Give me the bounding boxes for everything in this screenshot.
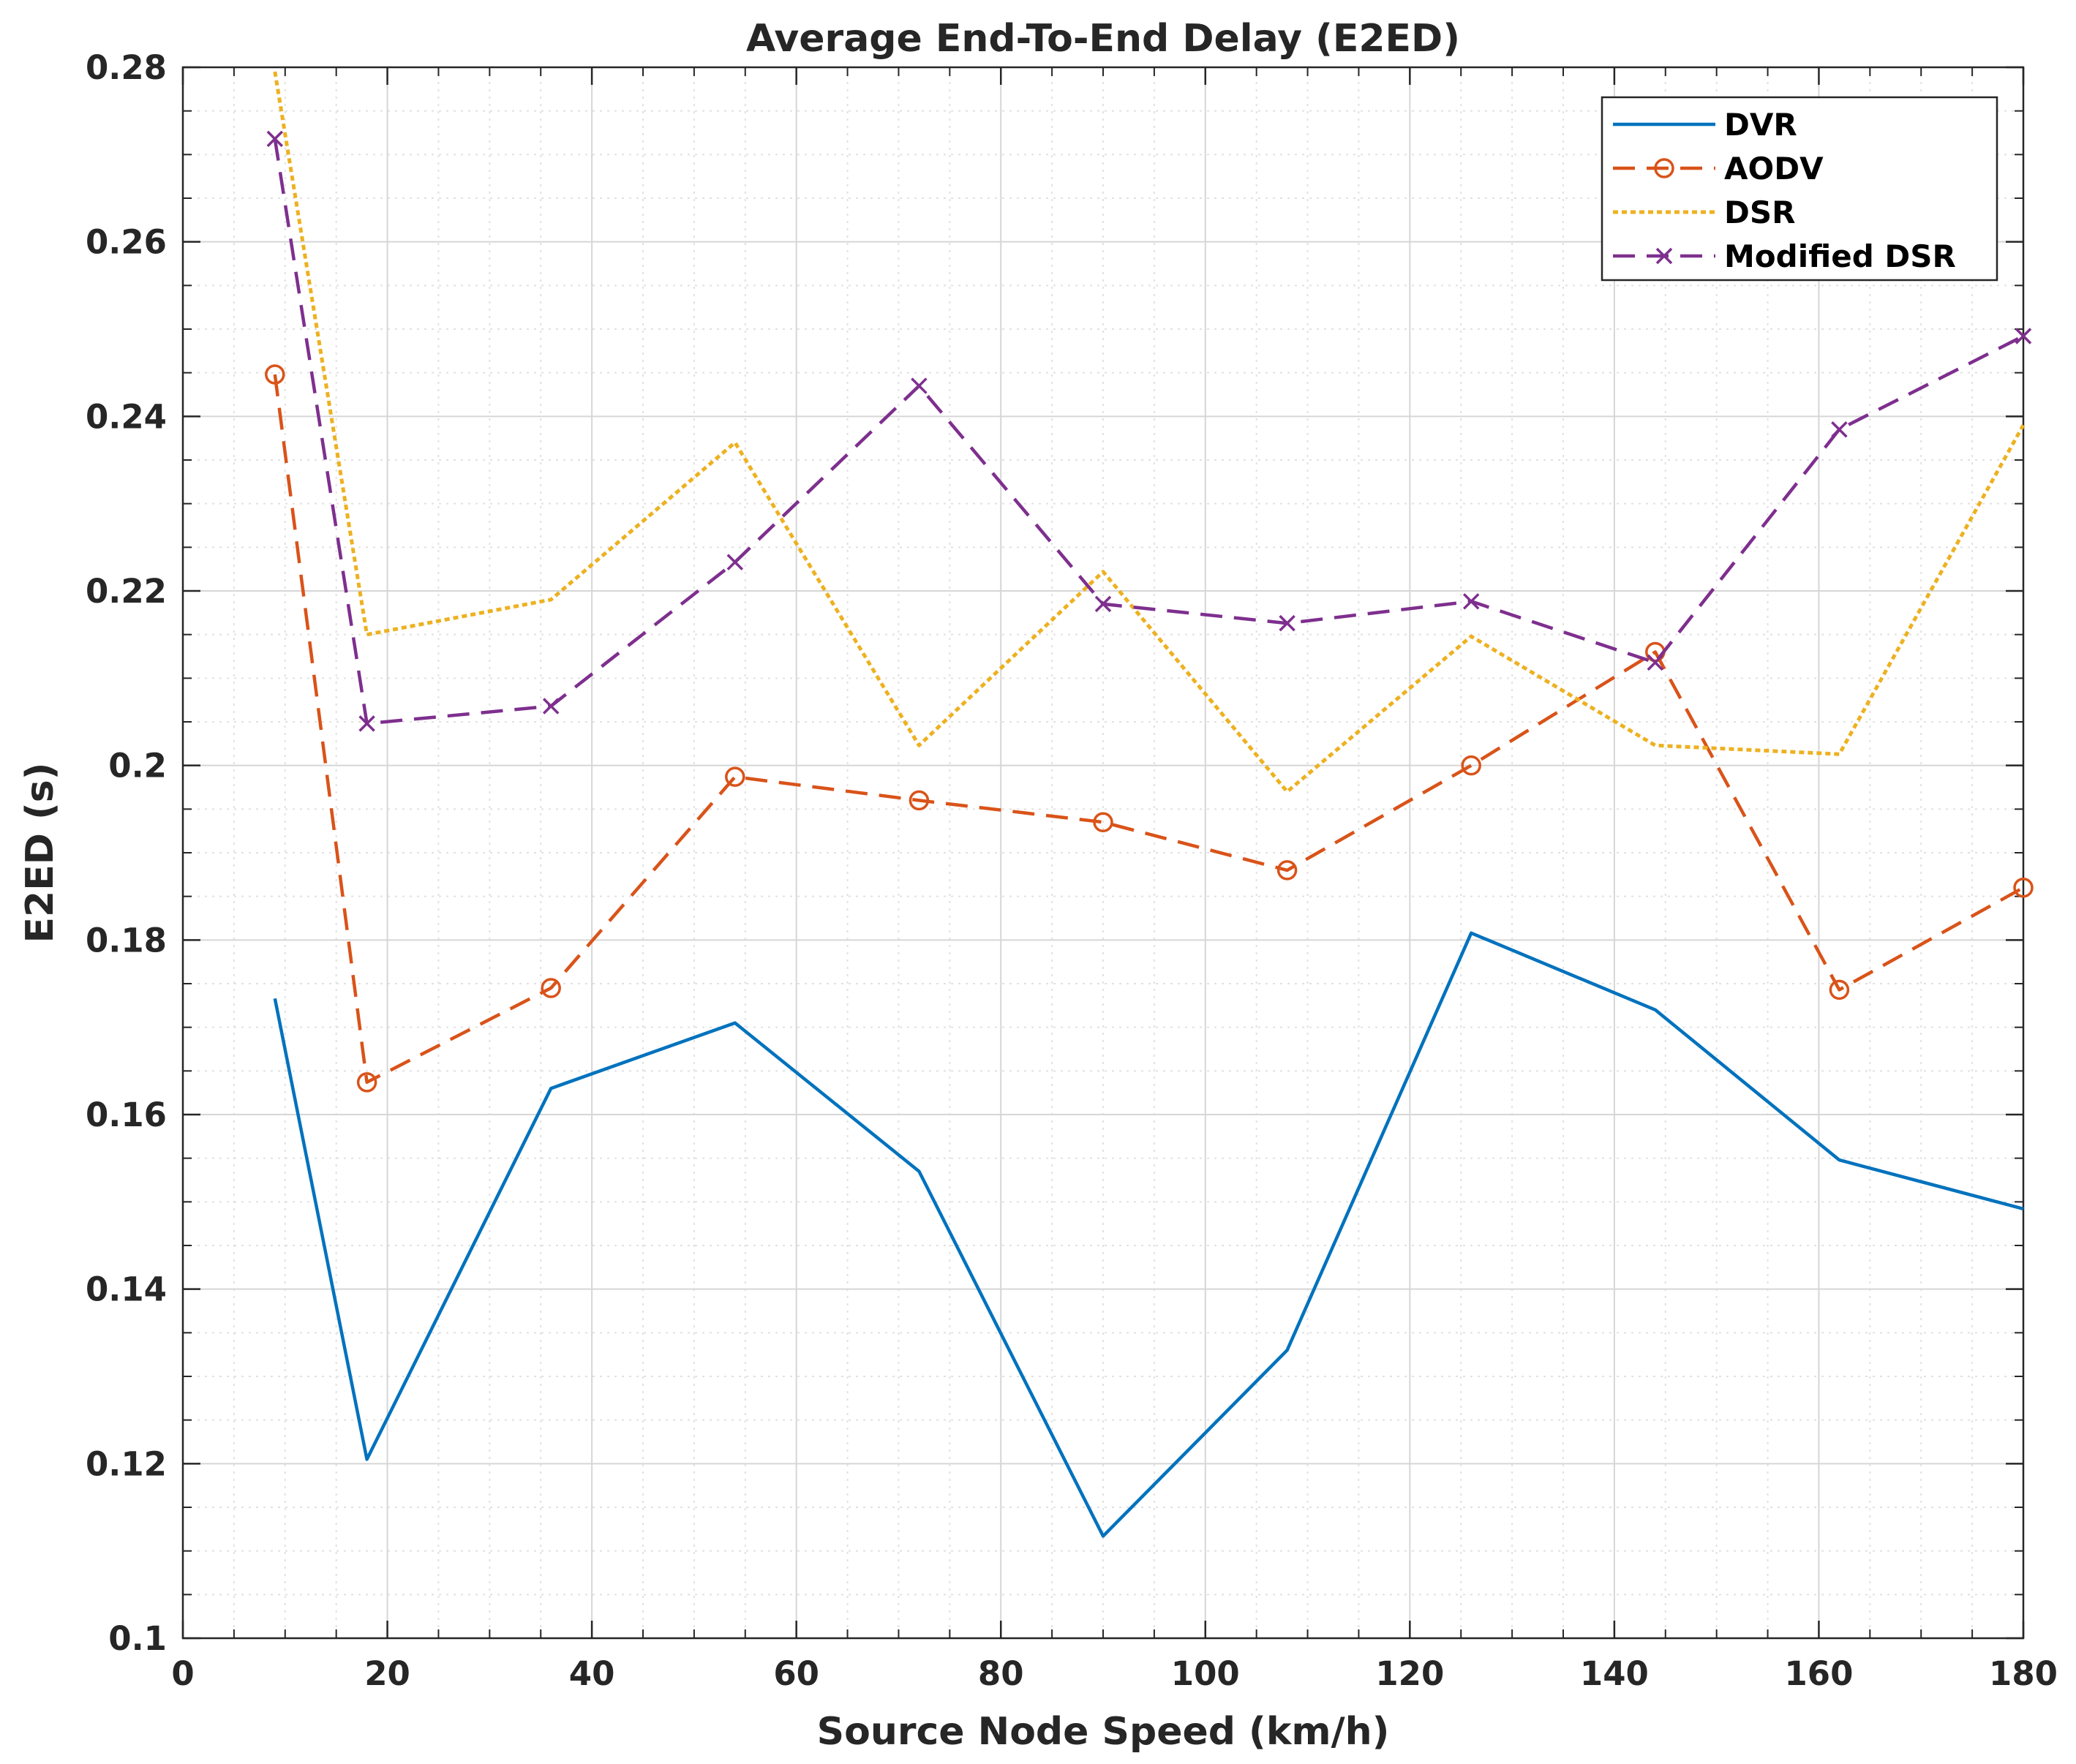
data-point-aodv xyxy=(541,978,561,998)
axis-ticks xyxy=(181,66,2025,1640)
legend-box xyxy=(1601,96,1998,282)
data-point-modified-dsr xyxy=(1279,614,1295,632)
series-line-dsr xyxy=(273,71,2026,794)
legend-entry-dvr: DVR xyxy=(1613,107,1797,143)
legend: DVR AODV DSR Modified DSR xyxy=(1601,96,1998,282)
series-modified-dsr xyxy=(266,130,2032,732)
data-point-aodv xyxy=(1276,860,1298,881)
y-tick-label: 0.26 xyxy=(86,223,167,262)
data-point-modified-dsr-stroke-b xyxy=(911,377,928,394)
y-tick-label: 0.14 xyxy=(86,1270,167,1309)
data-point-modified-dsr xyxy=(1831,421,1848,438)
data-point-modified-dsr xyxy=(358,715,375,732)
data-point-aodv xyxy=(909,790,930,811)
x-tick-label: 120 xyxy=(1375,1654,1444,1693)
data-point-modified-dsr-stroke-b xyxy=(726,554,744,570)
x-tick-label: 100 xyxy=(1171,1654,1240,1693)
minor-grid xyxy=(183,67,2023,1638)
series-line-aodv xyxy=(273,374,2025,1085)
legend-entry-aodv: AODV xyxy=(1613,151,1824,186)
y-tick-label: 0.24 xyxy=(86,397,167,436)
x-tick-label: 160 xyxy=(1784,1654,1853,1693)
series-layer xyxy=(265,71,2034,1538)
data-point-modified-dsr xyxy=(726,554,744,570)
data-point-modified-dsr-stroke-b xyxy=(2015,328,2032,344)
x-axis-label: Source Node Speed (km/h) xyxy=(817,1710,1390,1754)
data-point-modified-dsr xyxy=(266,130,284,148)
y-tick-label: 0.18 xyxy=(86,921,167,960)
legend-entry-modified-dsr: Modified DSR xyxy=(1613,238,1956,274)
data-point-aodv xyxy=(2013,877,2034,898)
data-point-modified-dsr xyxy=(542,698,560,715)
legend-marker-modified-dsr-stroke-b xyxy=(1655,247,1673,265)
data-point-aodv xyxy=(265,364,285,385)
legend-label-modified-dsr: Modified DSR xyxy=(1724,238,1956,274)
legend-label-dvr: DVR xyxy=(1724,107,1797,143)
data-point-aodv xyxy=(725,766,745,787)
x-tick-label: 0 xyxy=(171,1654,194,1693)
x-tick-label: 60 xyxy=(773,1654,819,1693)
x-tick-label: 140 xyxy=(1580,1654,1649,1693)
data-point-modified-dsr xyxy=(2015,328,2032,344)
x-tick-label: 180 xyxy=(1989,1654,2058,1693)
chart-title: Average End-To-End Delay (E2ED) xyxy=(746,17,1460,61)
y-tick-labels: 0.1 0.12 0.14 0.16 0.18 0.2 0.22 0.24 0.26 0.28 xyxy=(86,48,167,1658)
data-point-modified-dsr-stroke-b xyxy=(1831,421,1848,438)
data-point-modified-dsr-stroke-b xyxy=(1647,654,1664,671)
data-point-aodv xyxy=(1829,979,1850,1000)
legend-label-dsr: DSR xyxy=(1724,195,1795,230)
data-point-modified-dsr-stroke-b xyxy=(358,715,375,732)
x-tick-labels: 0 20 40 60 80 100 120 140 160 180 xyxy=(171,1654,2058,1693)
data-point-aodv xyxy=(356,1072,377,1093)
x-tick-label: 40 xyxy=(569,1654,615,1693)
y-tick-label: 0.12 xyxy=(86,1444,167,1483)
y-axis-label: E2ED (s) xyxy=(18,763,62,943)
y-tick-label: 0.1 xyxy=(108,1619,167,1658)
y-tick-label: 0.16 xyxy=(86,1096,167,1134)
data-point-modified-dsr-stroke-b xyxy=(542,698,560,715)
data-point-aodv xyxy=(1461,755,1481,776)
legend-label-aodv: AODV xyxy=(1724,151,1824,186)
data-point-modified-dsr xyxy=(1647,654,1664,671)
data-point-modified-dsr-stroke-b xyxy=(266,130,284,148)
major-grid xyxy=(183,67,2023,1638)
y-tick-label: 0.2 xyxy=(108,747,167,785)
series-dvr xyxy=(273,931,2024,1538)
legend-marker-modified-dsr xyxy=(1655,247,1673,265)
x-tick-label: 80 xyxy=(978,1654,1024,1693)
y-tick-label: 0.22 xyxy=(86,572,167,611)
data-point-aodv xyxy=(1093,812,1113,832)
data-point-modified-dsr xyxy=(1094,595,1112,613)
series-line-dvr xyxy=(273,931,2024,1538)
data-point-modified-dsr xyxy=(1462,593,1480,610)
y-tick-label: 0.28 xyxy=(86,48,167,87)
series-dsr xyxy=(273,71,2026,794)
data-point-modified-dsr xyxy=(911,377,928,394)
data-point-modified-dsr-stroke-b xyxy=(1462,593,1480,610)
series-aodv xyxy=(265,364,2034,1093)
legend-entry-dsr: DSR xyxy=(1613,195,1795,230)
x-tick-label: 20 xyxy=(364,1654,410,1693)
data-point-modified-dsr-stroke-b xyxy=(1094,595,1112,613)
data-point-modified-dsr-stroke-b xyxy=(1279,614,1295,632)
legend-marker-aodv xyxy=(1654,158,1674,178)
